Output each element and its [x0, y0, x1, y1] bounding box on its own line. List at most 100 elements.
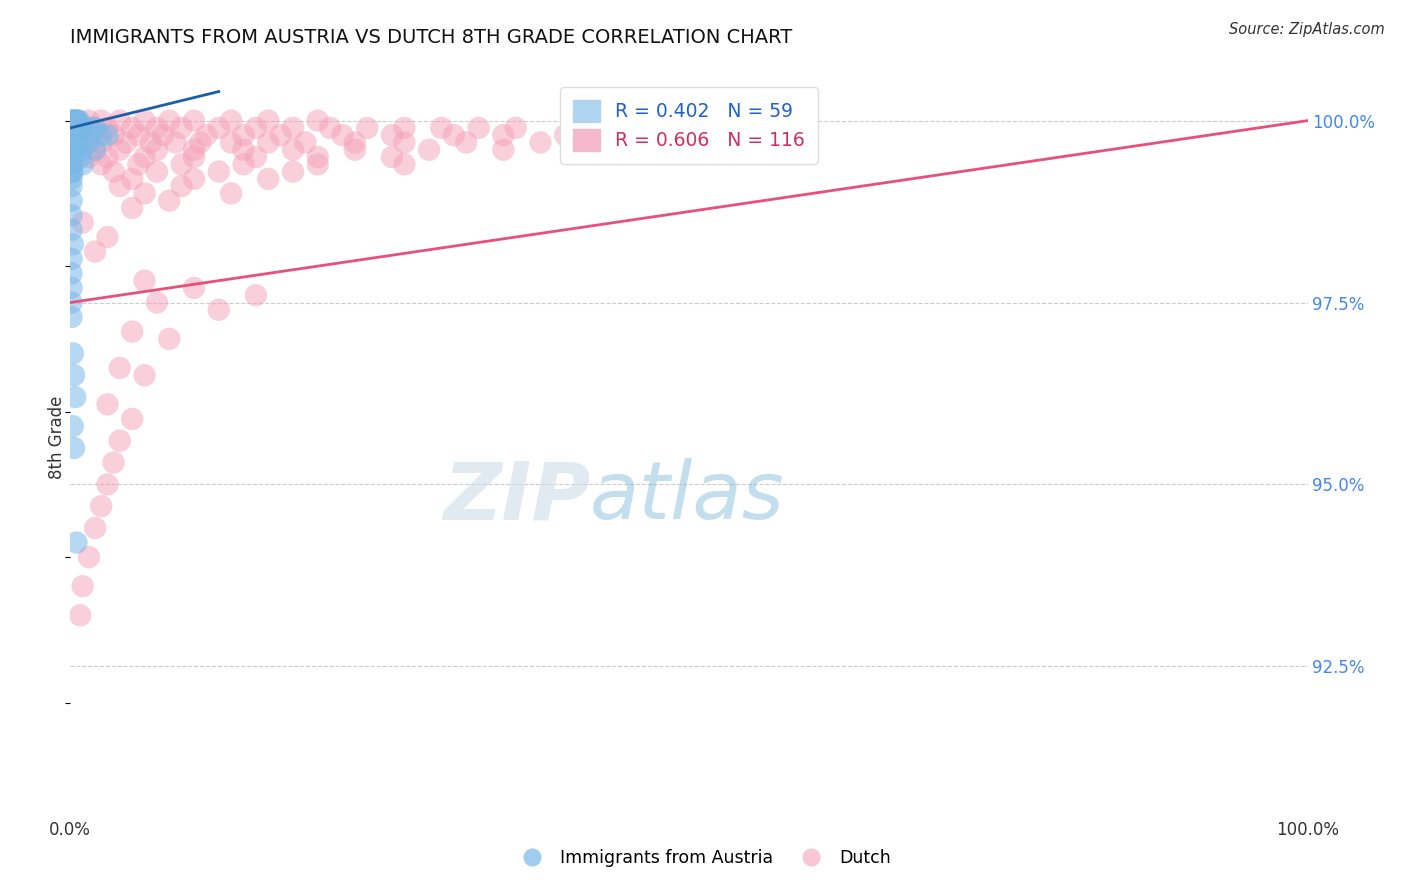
- Point: [66, 113, 89, 128]
- Point: [62, 157, 84, 171]
- Y-axis label: 8th Grade: 8th Grade: [48, 395, 66, 479]
- Point: [62, 120, 84, 135]
- Legend: Immigrants from Austria, Dutch: Immigrants from Austria, Dutch: [508, 843, 898, 874]
- Point: [62, 143, 84, 157]
- Point: [208, 302, 231, 317]
- Point: [356, 120, 378, 135]
- Point: [72, 579, 94, 593]
- Point: [121, 171, 143, 186]
- Point: [69, 150, 91, 164]
- Point: [332, 128, 354, 143]
- Point: [69, 608, 91, 623]
- Point: [319, 120, 342, 135]
- Text: IMMIGRANTS FROM AUSTRIA VS DUTCH 8TH GRADE CORRELATION CHART: IMMIGRANTS FROM AUSTRIA VS DUTCH 8TH GRA…: [70, 28, 793, 47]
- Point: [245, 288, 267, 302]
- Point: [60, 194, 83, 208]
- Point: [281, 143, 304, 157]
- Point: [65, 113, 87, 128]
- Point: [62, 136, 84, 150]
- Point: [77, 150, 100, 164]
- Point: [232, 157, 254, 171]
- Point: [456, 136, 478, 150]
- Point: [60, 267, 83, 281]
- Point: [108, 434, 131, 448]
- Point: [62, 237, 84, 252]
- Point: [67, 113, 90, 128]
- Point: [394, 157, 416, 171]
- Point: [72, 215, 94, 229]
- Point: [62, 164, 84, 178]
- Point: [492, 128, 515, 143]
- Point: [65, 120, 87, 135]
- Point: [529, 136, 551, 150]
- Point: [146, 120, 169, 135]
- Point: [84, 143, 107, 157]
- Point: [96, 477, 118, 491]
- Point: [208, 120, 231, 135]
- Point: [245, 150, 267, 164]
- Point: [67, 128, 90, 143]
- Point: [65, 113, 87, 128]
- Point: [394, 120, 416, 135]
- Point: [183, 150, 205, 164]
- Point: [90, 128, 112, 143]
- Point: [77, 120, 100, 135]
- Point: [157, 332, 180, 346]
- Point: [84, 521, 107, 535]
- Point: [65, 120, 87, 135]
- Point: [381, 150, 404, 164]
- Point: [134, 113, 156, 128]
- Point: [307, 113, 329, 128]
- Point: [139, 136, 162, 150]
- Point: [232, 128, 254, 143]
- Point: [146, 164, 169, 178]
- Point: [307, 150, 329, 164]
- Point: [170, 120, 193, 135]
- Point: [281, 164, 304, 178]
- Point: [257, 171, 280, 186]
- Point: [90, 499, 112, 513]
- Point: [232, 143, 254, 157]
- Point: [134, 368, 156, 383]
- Point: [84, 120, 107, 135]
- Point: [60, 128, 83, 143]
- Point: [96, 397, 118, 411]
- Point: [219, 186, 242, 201]
- Point: [65, 136, 87, 150]
- Point: [70, 120, 93, 135]
- Point: [60, 179, 83, 194]
- Point: [157, 194, 180, 208]
- Point: [72, 120, 94, 135]
- Point: [77, 113, 100, 128]
- Point: [418, 143, 440, 157]
- Point: [115, 136, 138, 150]
- Point: [430, 120, 453, 135]
- Point: [63, 120, 86, 135]
- Point: [103, 128, 125, 143]
- Point: [121, 412, 143, 426]
- Point: [134, 150, 156, 164]
- Point: [60, 157, 83, 171]
- Point: [170, 179, 193, 194]
- Point: [69, 136, 91, 150]
- Point: [108, 143, 131, 157]
- Point: [146, 295, 169, 310]
- Point: [60, 223, 83, 237]
- Point: [60, 113, 83, 128]
- Point: [208, 164, 231, 178]
- Point: [554, 128, 576, 143]
- Point: [60, 310, 83, 324]
- Point: [183, 143, 205, 157]
- Point: [60, 164, 83, 178]
- Legend: R = 0.402   N = 59, R = 0.606   N = 116: R = 0.402 N = 59, R = 0.606 N = 116: [561, 87, 817, 164]
- Point: [152, 128, 174, 143]
- Point: [103, 456, 125, 470]
- Point: [65, 535, 87, 549]
- Point: [77, 550, 100, 565]
- Point: [90, 136, 112, 150]
- Point: [245, 120, 267, 135]
- Point: [121, 120, 143, 135]
- Point: [219, 113, 242, 128]
- Point: [96, 230, 118, 244]
- Point: [62, 419, 84, 434]
